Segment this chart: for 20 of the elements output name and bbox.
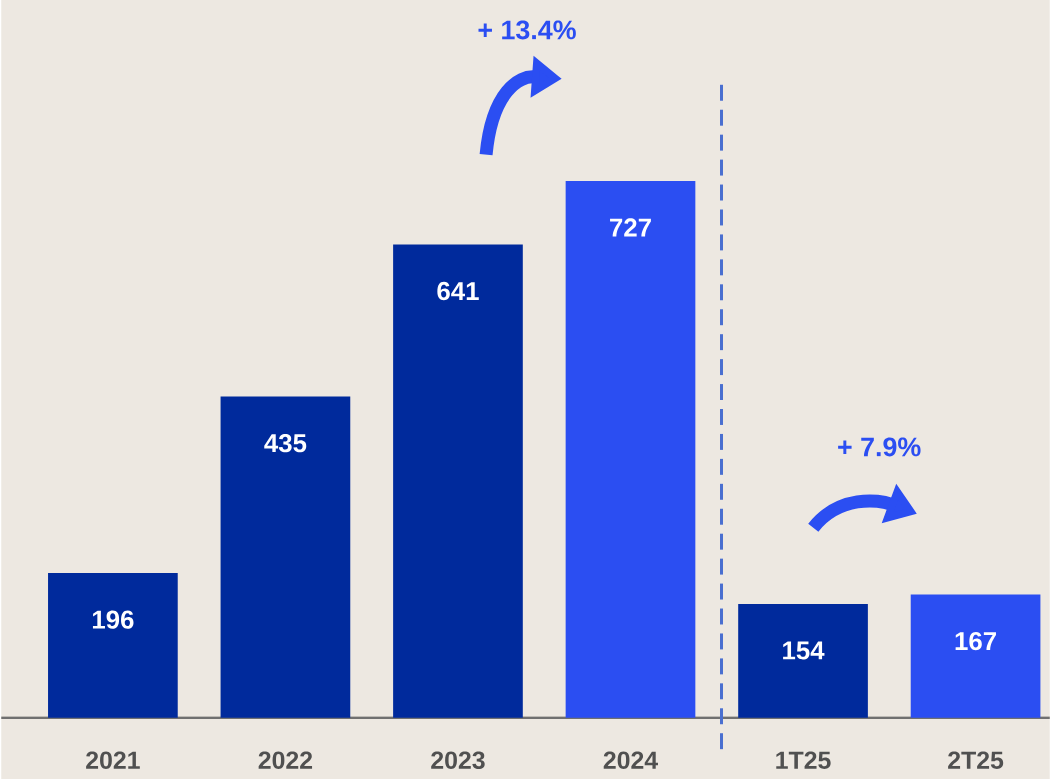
data-label: 167 <box>955 631 996 651</box>
text: + 13.4% <box>478 20 576 40</box>
x-tick-label: 2021 <box>86 751 140 769</box>
data-label: 641 <box>437 281 479 301</box>
data-label: 196 <box>92 610 134 629</box>
x-tick-label: 2024 <box>603 751 658 769</box>
x-tick-label: 1T25 <box>776 751 831 769</box>
bar <box>393 244 523 718</box>
data-label: 727 <box>610 218 651 237</box>
x-tick-label: 2T25 <box>948 751 1004 769</box>
annotation: + 7.9% <box>838 437 921 457</box>
bar <box>738 604 868 718</box>
bar <box>565 180 696 718</box>
x-tick-label: 2023 <box>431 751 485 769</box>
data-label: 435 <box>264 433 307 453</box>
x-tick-label: 2022 <box>258 751 313 769</box>
bar <box>220 396 351 718</box>
bar <box>910 594 1041 718</box>
bar <box>48 573 178 718</box>
data-label: 154 <box>783 641 825 660</box>
